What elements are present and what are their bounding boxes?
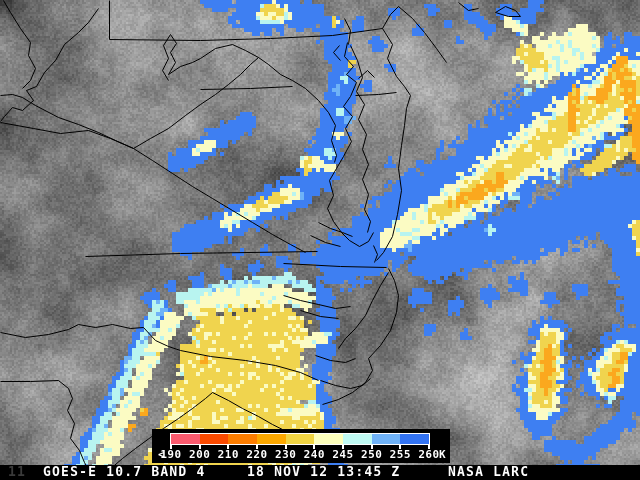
source-label: NASA LARC [448, 465, 530, 480]
legend-color-segment-7 [371, 434, 401, 444]
legend-tick [198, 445, 201, 449]
legend-unit-label: K [439, 448, 447, 461]
legend-tick [313, 445, 316, 449]
legend-tick-label: 255 [389, 448, 412, 461]
legend-color-segment-1 [199, 434, 229, 444]
legend-tick-label: 230 [274, 448, 297, 461]
legend-tick-label: 260 [418, 448, 440, 461]
corner-number: 11 [8, 465, 27, 480]
instrument-label: GOES-E 10.7 BAND 4 [43, 465, 206, 480]
legend-color-segment-3 [257, 434, 286, 444]
legend-tick [342, 445, 344, 449]
legend-tick [256, 445, 258, 449]
legend-color-segment-0 [171, 434, 200, 444]
legend-color-segment-8 [400, 434, 430, 444]
legend-tick [399, 445, 402, 449]
legend-color-segment-4 [285, 434, 315, 444]
legend-tick-label: 245 [332, 448, 354, 461]
legend-tick-label: 200 [188, 448, 211, 461]
legend-color-segment-6 [343, 434, 372, 444]
legend-tick-label: 250 [360, 448, 383, 461]
legend-tick-label: 240 [303, 448, 326, 461]
status-bar: 11 GOES-E 10.7 BAND 4 18 NOV 12 13:45 Z … [0, 465, 640, 480]
legend-color-strip [170, 433, 430, 445]
legend-tick-label: 220 [246, 448, 268, 461]
legend-tick [170, 445, 172, 449]
datetime-label: 18 NOV 12 13:45 Z [247, 465, 401, 480]
legend-color-segment-2 [228, 434, 258, 444]
legend-less-than-sign: < [158, 448, 166, 461]
legend-tick [284, 445, 287, 449]
legend-tick [227, 445, 230, 449]
legend-tick-label: 210 [217, 448, 240, 461]
legend-color-segment-5 [314, 434, 344, 444]
legend-tick [370, 445, 373, 449]
temperature-legend: 190 200 210 220 230 240 245 250 255 260 < K [152, 429, 450, 463]
legend-tick [428, 445, 430, 449]
legend-tick-label: 190 [160, 448, 182, 461]
